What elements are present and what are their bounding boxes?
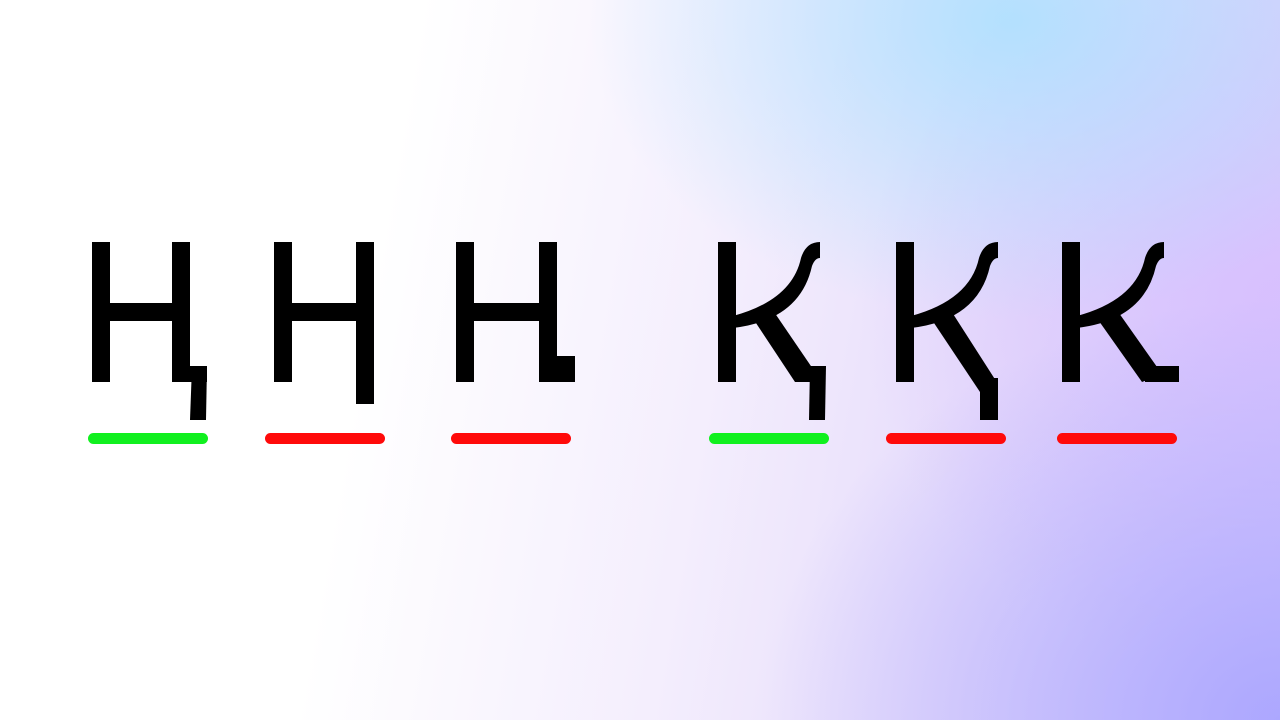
underline-incorrect [451,433,571,444]
underline-correct [88,433,208,444]
underline-incorrect [265,433,385,444]
underline-correct [709,433,829,444]
underline-incorrect [886,433,1006,444]
underline-incorrect [1057,433,1177,444]
